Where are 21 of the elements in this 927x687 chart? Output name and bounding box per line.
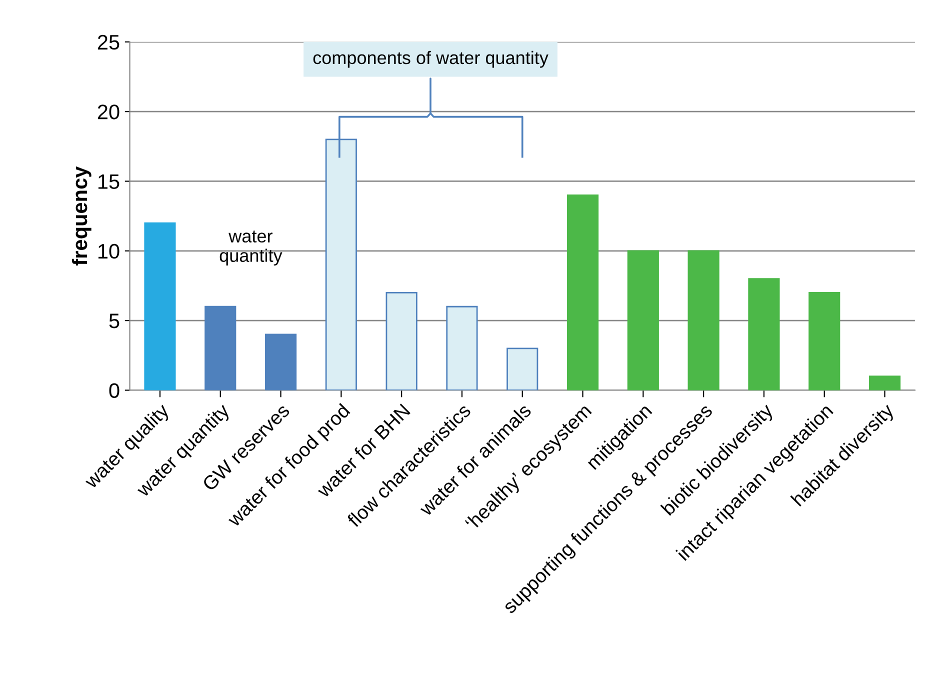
annotation: water quantity: [220, 230, 282, 266]
bar: [264, 334, 297, 390]
bar: [386, 292, 418, 390]
bar: [446, 306, 478, 390]
bar: [688, 250, 720, 390]
bar: [868, 376, 901, 390]
bar: [144, 222, 176, 390]
bar: [566, 194, 599, 390]
y-tick-label: 20: [98, 104, 120, 120]
y-tick-label: 0: [109, 383, 120, 398]
bar: [808, 292, 840, 390]
y-tick-label: 15: [98, 174, 120, 189]
annotation: components of water quantity: [313, 50, 548, 68]
y-tick-label: 25: [98, 34, 120, 50]
y-axis-title: frequency: [72, 166, 92, 266]
bar: [204, 306, 236, 390]
y-tick-label: 10: [98, 244, 120, 259]
bar: [506, 348, 538, 390]
bar: [748, 278, 780, 390]
y-tick-label: 5: [109, 314, 120, 328]
bar: [627, 250, 659, 390]
